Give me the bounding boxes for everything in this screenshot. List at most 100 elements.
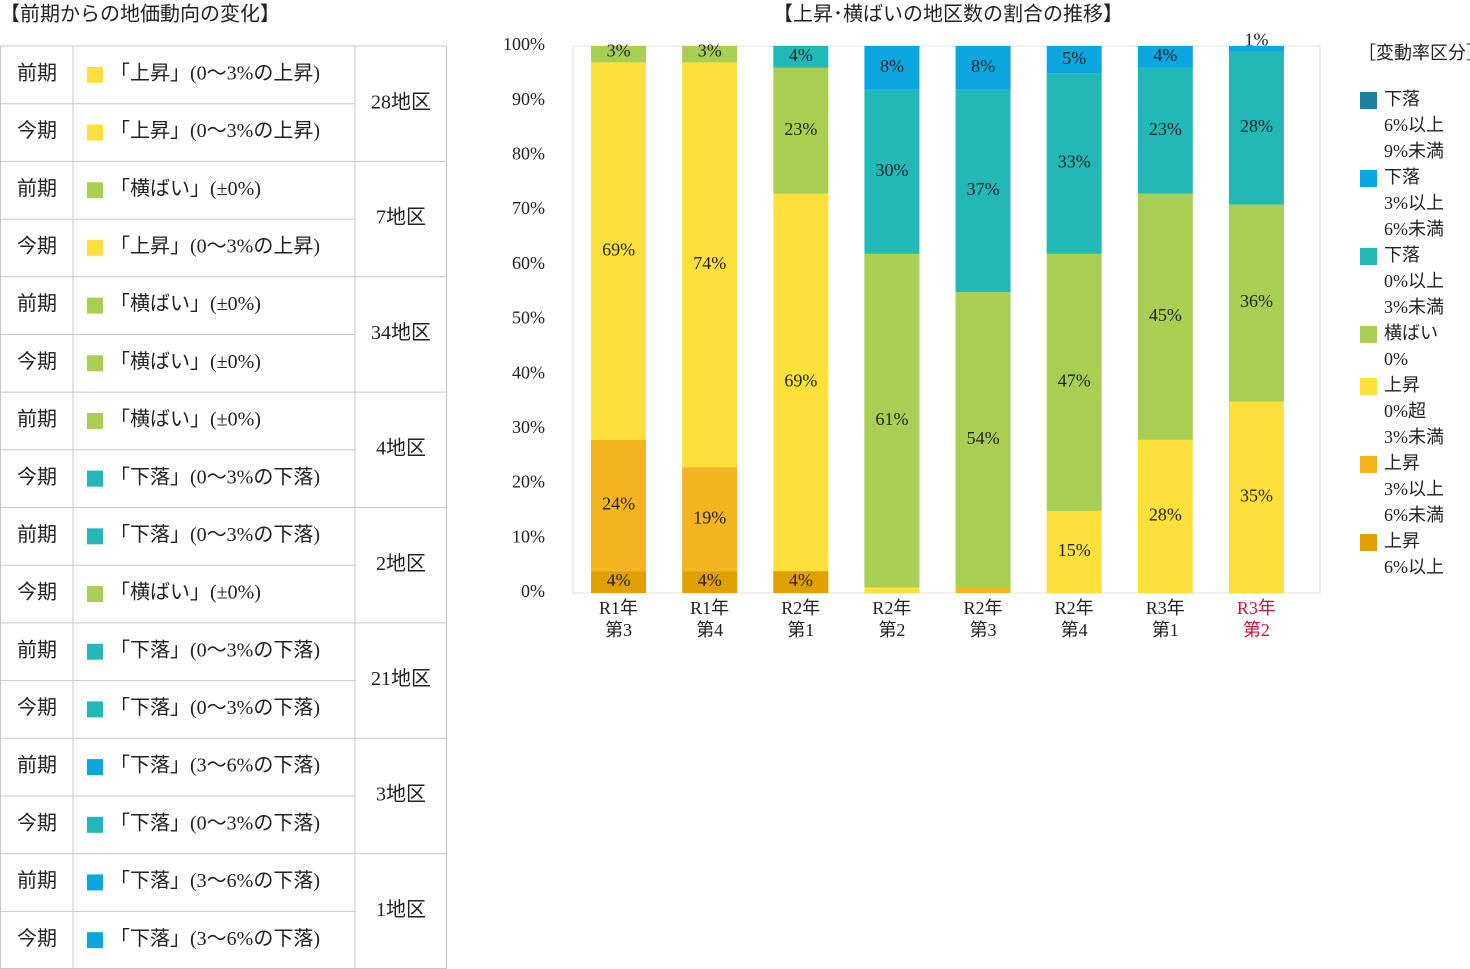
data-label: 4% — [789, 570, 813, 590]
district-count: 3地区 — [376, 783, 426, 806]
y-tick-label: 0% — [521, 581, 545, 601]
status-swatch — [87, 66, 103, 83]
period: 前期 — [17, 523, 57, 546]
district-count: 4地区 — [376, 436, 426, 459]
bar-segment — [773, 46, 829, 68]
legend-label: 0% — [1384, 349, 1408, 369]
status-label: 「横ばい」(±0%) — [110, 177, 261, 200]
legend-swatch — [1360, 534, 1377, 551]
bar-segment — [773, 193, 829, 572]
y-tick-label: 70% — [512, 198, 545, 218]
legend-label: 3%以上 — [1384, 479, 1444, 499]
bar-segment — [1046, 73, 1102, 254]
period: 今期 — [17, 119, 57, 142]
x-tick-label: R1年 — [690, 598, 729, 618]
bar-segment — [1137, 439, 1193, 593]
x-tick-label: R2年 — [872, 598, 911, 618]
bar-segment — [864, 89, 920, 254]
x-tick-label: 第2 — [878, 620, 905, 640]
period: 今期 — [17, 581, 57, 604]
bar-segment — [591, 62, 647, 440]
bar-segment — [591, 46, 647, 63]
status-swatch — [87, 297, 103, 314]
y-tick-label: 60% — [512, 253, 545, 273]
legend-swatch — [1360, 326, 1377, 343]
bar-segment — [682, 467, 738, 572]
data-label: 74% — [693, 253, 726, 273]
bar-segment — [955, 89, 1011, 293]
table-title: 【前期からの地価動向の変化】 — [0, 3, 280, 26]
legend-swatch — [1360, 248, 1377, 265]
legend-label: 下落 — [1384, 167, 1420, 187]
data-label: 4% — [1153, 45, 1177, 65]
legend-label: 下落 — [1384, 89, 1420, 109]
bar-segment — [591, 439, 647, 572]
period: 前期 — [17, 638, 57, 661]
data-label: 3% — [698, 41, 722, 61]
status-swatch — [87, 586, 103, 603]
bar-segment — [1137, 193, 1193, 440]
legend-label: 上昇 — [1384, 375, 1420, 395]
period: 今期 — [17, 927, 57, 950]
legend-title: ［変動率区分］ — [1358, 43, 1470, 63]
bar-segment — [1046, 253, 1102, 511]
period: 今期 — [17, 811, 57, 834]
legend-label: 6%未満 — [1384, 505, 1444, 525]
x-tick-label: R1年 — [599, 598, 638, 618]
x-tick-label: R3年 — [1237, 598, 1276, 618]
status-swatch — [87, 124, 103, 141]
district-count: 2地区 — [376, 552, 426, 575]
data-label: 8% — [880, 56, 904, 76]
bar-segment — [682, 46, 738, 63]
bar-segment — [955, 292, 1011, 588]
x-tick-label: 第4 — [1061, 620, 1088, 640]
y-tick-label: 100% — [503, 34, 545, 54]
legend-swatch — [1360, 378, 1377, 395]
period: 前期 — [17, 177, 57, 200]
bar-segment — [955, 46, 1011, 90]
period: 前期 — [17, 754, 57, 777]
legend-swatch — [1360, 456, 1377, 473]
status-label: 「下落」(0～3%の下落) — [110, 696, 320, 719]
y-tick-label: 40% — [512, 362, 545, 382]
data-label: 4% — [607, 570, 631, 590]
status-label: 「横ばい」(±0%) — [110, 408, 261, 431]
status-swatch — [87, 816, 103, 833]
district-count: 28地区 — [371, 90, 431, 113]
legend-label: 0%以上 — [1384, 271, 1444, 291]
bar-segment — [773, 571, 829, 593]
data-label: 61% — [875, 409, 908, 429]
x-tick-label: 第3 — [970, 620, 997, 640]
chart-title: 【上昇･横ばいの地区数の割合の推移】 — [773, 3, 1123, 26]
x-tick-label: 第1 — [787, 620, 814, 640]
period: 前期 — [17, 869, 57, 892]
legend-label: 6%以上 — [1384, 115, 1444, 135]
status-label: 「下落」(3～6%の下落) — [110, 869, 320, 892]
status-label: 「上昇」(0～3%の上昇) — [110, 61, 320, 84]
legend-label: 6%未満 — [1384, 219, 1444, 239]
status-swatch — [87, 701, 103, 718]
legend-swatch — [1360, 92, 1377, 109]
bar-segment — [864, 587, 920, 593]
status-swatch — [87, 759, 103, 776]
bar-segment — [864, 253, 920, 588]
legend-label: 上昇 — [1384, 531, 1420, 551]
status-label: 「下落」(3～6%の下落) — [110, 927, 320, 950]
status-swatch — [87, 528, 103, 545]
data-label: 37% — [967, 179, 1000, 199]
status-swatch — [87, 643, 103, 660]
data-label: 8% — [971, 56, 995, 76]
status-swatch — [87, 355, 103, 372]
data-label: 69% — [784, 371, 817, 391]
data-label: 23% — [1149, 119, 1182, 139]
district-count: 7地区 — [376, 206, 426, 229]
legend-label: 9%未満 — [1384, 141, 1444, 161]
y-tick-label: 50% — [512, 308, 545, 328]
y-tick-label: 30% — [512, 417, 545, 437]
legend-label: 横ばい — [1384, 323, 1438, 343]
status-swatch — [87, 412, 103, 429]
x-tick-label: 第4 — [696, 620, 723, 640]
status-label: 「下落」(0～3%の下落) — [110, 638, 320, 661]
y-tick-label: 80% — [512, 144, 545, 164]
